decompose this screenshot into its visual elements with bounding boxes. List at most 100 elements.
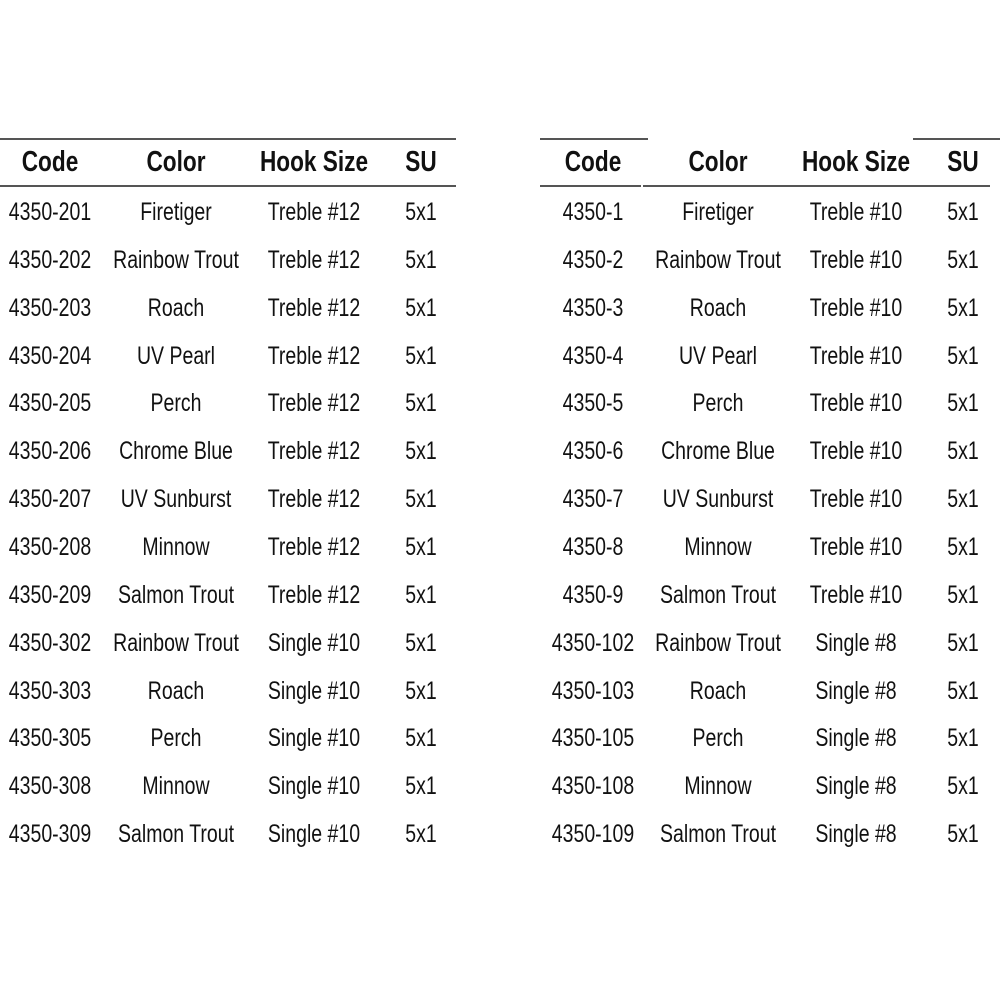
- cell-su: 5x1: [405, 532, 437, 561]
- cell-su: 5x1: [405, 772, 437, 801]
- cell-color: Firetiger: [140, 198, 212, 226]
- cell-code: 4350-208: [8, 532, 92, 561]
- cell-code: 4350-1: [562, 198, 624, 226]
- column-header-hook-size: Hook Size: [801, 146, 911, 178]
- cell-su: 5x1: [947, 341, 979, 370]
- column-header-code: Code: [21, 146, 79, 178]
- cell-color: Chrome Blue: [661, 437, 775, 466]
- cell-code: 4350-3: [562, 293, 624, 322]
- cell-color: Minnow: [142, 772, 210, 801]
- cell-code: 4350-309: [8, 820, 92, 849]
- cell-code: 4350-7: [562, 485, 624, 514]
- divider: [913, 138, 1000, 140]
- cell-su: 5x1: [947, 724, 979, 753]
- cell-code: 4350-103: [551, 676, 635, 705]
- cell-su: 5x1: [947, 820, 979, 849]
- cell-su: 5x1: [947, 532, 979, 561]
- cell-code: 4350-303: [8, 676, 92, 705]
- cell-su: 5x1: [405, 676, 437, 705]
- cell-su: 5x1: [405, 820, 437, 849]
- cell-hook-size: Single #8: [815, 676, 897, 705]
- cell-hook-size: Treble #10: [809, 198, 903, 226]
- cell-color: Salmon Trout: [118, 580, 234, 609]
- cell-code: 4350-203: [8, 293, 92, 322]
- column-header-code: Code: [564, 146, 622, 178]
- cell-hook-size: Treble #10: [809, 437, 903, 466]
- cell-su: 5x1: [947, 437, 979, 466]
- cell-code: 4350-202: [8, 245, 92, 274]
- cell-su: 5x1: [405, 245, 437, 274]
- cell-hook-size: Single #8: [815, 772, 897, 801]
- cell-color: Roach: [147, 676, 205, 705]
- cell-hook-size: Treble #12: [267, 389, 361, 418]
- cell-hook-size: Treble #12: [267, 532, 361, 561]
- cell-hook-size: Single #10: [267, 772, 361, 801]
- divider: [0, 185, 456, 187]
- cell-code: 4350-109: [551, 820, 635, 849]
- cell-code: 4350-209: [8, 580, 92, 609]
- cell-hook-size: Single #10: [267, 820, 361, 849]
- cell-code: 4350-105: [551, 724, 635, 753]
- cell-code: 4350-5: [562, 389, 624, 418]
- cell-hook-size: Treble #12: [267, 437, 361, 466]
- cell-color: Salmon Trout: [660, 820, 776, 849]
- cell-code: 4350-102: [551, 628, 635, 657]
- cell-hook-size: Treble #12: [267, 293, 361, 322]
- cell-hook-size: Treble #12: [267, 341, 361, 370]
- cell-code: 4350-8: [562, 532, 624, 561]
- divider: [643, 185, 990, 187]
- column-header-color: Color: [688, 146, 748, 178]
- divider: [0, 138, 456, 140]
- cell-code: 4350-302: [8, 628, 92, 657]
- cell-code: 4350-206: [8, 437, 92, 466]
- column-header-hook-size: Hook Size: [259, 146, 369, 178]
- cell-code: 4350-201: [8, 198, 92, 226]
- cell-hook-size: Treble #10: [809, 532, 903, 561]
- cell-su: 5x1: [405, 724, 437, 753]
- cell-hook-size: Treble #12: [267, 580, 361, 609]
- cell-code: 4350-4: [562, 341, 624, 370]
- cell-hook-size: Treble #12: [267, 198, 361, 226]
- cell-hook-size: Treble #10: [809, 389, 903, 418]
- divider: [540, 185, 641, 187]
- cell-hook-size: Treble #10: [809, 293, 903, 322]
- cell-hook-size: Treble #10: [809, 485, 903, 514]
- cell-hook-size: Single #10: [267, 676, 361, 705]
- cell-color: Roach: [147, 293, 205, 322]
- cell-color: Rainbow Trout: [655, 245, 781, 274]
- cell-hook-size: Treble #12: [267, 485, 361, 514]
- cell-su: 5x1: [405, 437, 437, 466]
- cell-color: UV Pearl: [678, 341, 758, 370]
- cell-code: 4350-205: [8, 389, 92, 418]
- cell-su: 5x1: [947, 485, 979, 514]
- column-header-su: SU: [405, 146, 437, 178]
- cell-su: 5x1: [405, 485, 437, 514]
- cell-code: 4350-6: [562, 437, 624, 466]
- cell-color: Minnow: [684, 772, 752, 801]
- cell-su: 5x1: [947, 293, 979, 322]
- cell-color: Salmon Trout: [118, 820, 234, 849]
- cell-color: Minnow: [142, 532, 210, 561]
- cell-su: 5x1: [405, 389, 437, 418]
- cell-code: 4350-207: [8, 485, 92, 514]
- cell-hook-size: Treble #12: [267, 245, 361, 274]
- cell-color: Perch: [692, 724, 744, 753]
- cell-code: 4350-204: [8, 341, 92, 370]
- cell-su: 5x1: [947, 389, 979, 418]
- cell-color: UV Pearl: [136, 341, 216, 370]
- cell-color: Chrome Blue: [119, 437, 233, 466]
- cell-hook-size: Single #8: [815, 724, 897, 753]
- cell-hook-size: Single #10: [267, 724, 361, 753]
- cell-color: Roach: [689, 676, 747, 705]
- cell-color: Firetiger: [682, 198, 754, 226]
- cell-color: UV Sunburst: [662, 485, 774, 514]
- cell-code: 4350-2: [562, 245, 624, 274]
- cell-color: Rainbow Trout: [655, 628, 781, 657]
- cell-color: Minnow: [684, 532, 752, 561]
- cell-code: 4350-308: [8, 772, 92, 801]
- cell-hook-size: Treble #10: [809, 341, 903, 370]
- cell-color: Roach: [689, 293, 747, 322]
- cell-color: UV Sunburst: [120, 485, 232, 514]
- cell-hook-size: Treble #10: [809, 245, 903, 274]
- cell-color: Perch: [150, 389, 202, 418]
